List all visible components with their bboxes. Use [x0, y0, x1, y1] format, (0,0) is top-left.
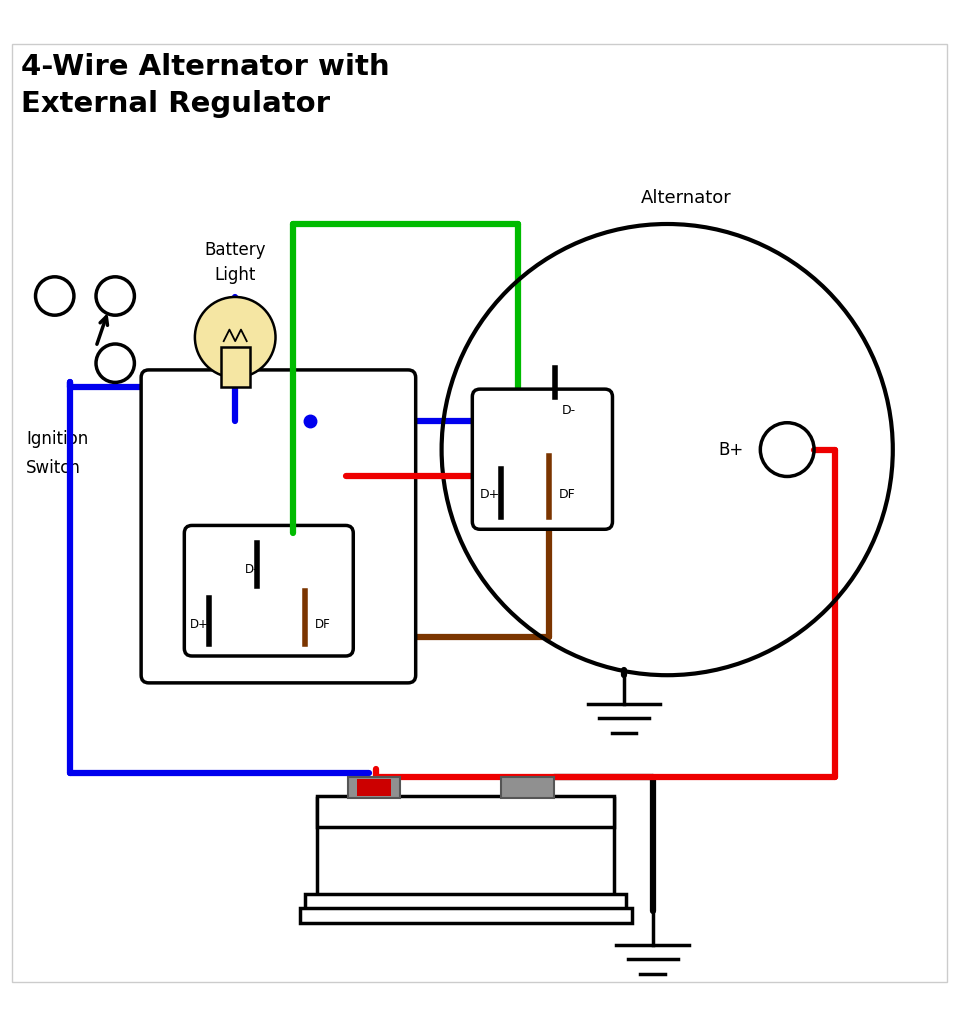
Bar	[317, 798, 614, 899]
Bar	[305, 894, 626, 911]
Text: 4-Wire Alternator with: 4-Wire Alternator with	[21, 53, 390, 81]
Text: B+: B+	[719, 440, 744, 459]
Text: Battery: Battery	[204, 241, 266, 258]
Text: Light: Light	[214, 266, 256, 285]
Text: Alternator: Alternator	[641, 188, 732, 207]
Bar	[501, 777, 554, 798]
Bar	[221, 347, 250, 387]
Bar	[348, 777, 400, 798]
FancyBboxPatch shape	[141, 370, 416, 683]
Text: +: +	[376, 801, 392, 818]
Text: External Regulator: External Regulator	[21, 90, 330, 118]
Text: DF: DF	[559, 488, 575, 501]
FancyBboxPatch shape	[184, 525, 353, 656]
Text: −: −	[530, 801, 545, 818]
Bar	[357, 779, 391, 797]
Bar	[300, 908, 632, 923]
Text: 12V: 12V	[443, 853, 489, 878]
Text: D-: D-	[562, 404, 576, 418]
FancyBboxPatch shape	[472, 389, 612, 529]
Text: D-: D-	[245, 563, 258, 577]
Bar	[317, 797, 614, 827]
Text: D+: D+	[480, 488, 500, 501]
Text: D+: D+	[190, 617, 209, 631]
Text: Regulator: Regulator	[166, 392, 253, 410]
Text: DF: DF	[315, 617, 330, 631]
Text: Ignition: Ignition	[26, 430, 88, 449]
Text: Switch: Switch	[26, 459, 81, 477]
Circle shape	[195, 297, 276, 378]
